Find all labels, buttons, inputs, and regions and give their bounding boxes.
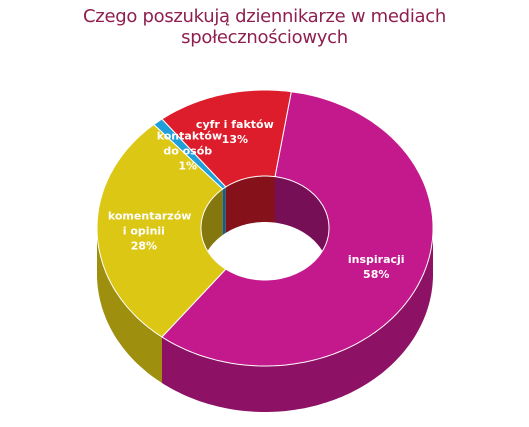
category-label: komentarzów i opinii [107,209,192,238]
slice-label: cyfr i faktów 13% [185,117,285,147]
slice-label: kontaktów do osób 1% [156,129,223,174]
slice-outer-side [162,228,433,412]
slice-inner-side [225,176,275,233]
slice-inner-side [275,176,329,274]
value-label: 28% [130,239,158,253]
value-label: 1% [178,159,198,173]
category-label: cyfr i faktów [195,117,274,131]
slice-label: komentarzów i opinii 28% [107,209,192,254]
slice [161,89,292,188]
slice-label: inspiracji 58% [336,252,416,282]
category-label: inspiracji [347,253,405,267]
value-label: 13% [221,132,249,146]
category-label: kontaktów do osób [156,129,223,158]
slice-outer-side [97,228,162,383]
chart-title: Czego poszukują dziennikarze w mediach s… [83,6,446,48]
value-label: 58% [363,268,390,282]
slice-inner-side [222,186,226,235]
